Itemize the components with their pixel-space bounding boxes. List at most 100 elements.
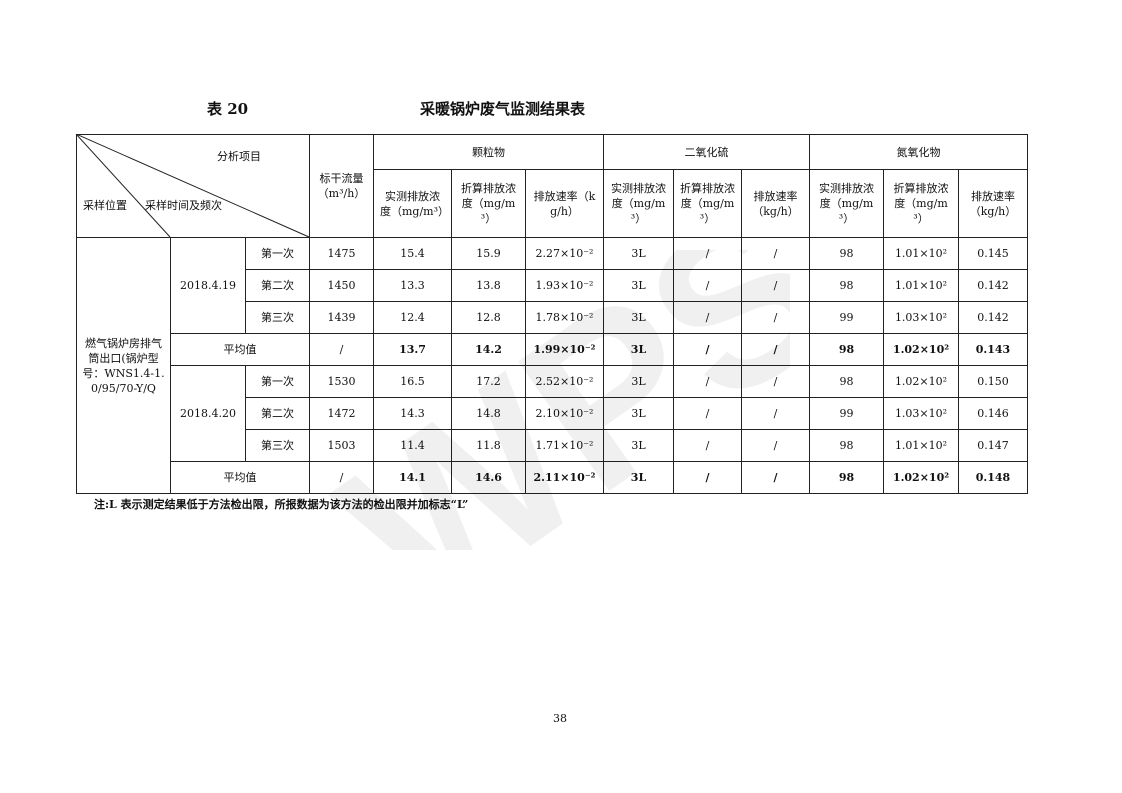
table-row: 2018.4.20 第一次 1530 16.5 17.2 2.52×10⁻² 3L //98 1… (77, 365, 1028, 462)
corner-sampling-time: 采样时间及频次 (145, 199, 222, 212)
pm-value-cell: 12.4 (373, 301, 452, 334)
run-cell: 第二次 (245, 269, 310, 302)
so2-value-cell: 3L (603, 429, 674, 462)
pm-average-cell: 1.99×10⁻² (525, 333, 604, 366)
nox-value-cell: 1.03×10² (883, 301, 959, 334)
pm-average-cell: 14.6 (451, 461, 526, 494)
so2-average-cell: 3L (603, 333, 674, 366)
corner-header-cell (76, 134, 310, 238)
pm-value-cell: 1.93×10⁻² (525, 269, 604, 302)
pm-value-cell: 15.9 (451, 237, 526, 270)
nox-value-cell: 99 (809, 397, 884, 430)
average-row: 平均值/14.1 14.6 2.11×10⁻² 3L //98 1.02×10² 0.148 (77, 461, 1028, 494)
flow-header: 标干流量 （m³/h） (309, 134, 374, 238)
so2-average-cell: / (673, 461, 742, 494)
nox-value-cell: 1.01×10² (883, 269, 959, 302)
nox-value-cell: 0.146 (958, 397, 1028, 430)
sampling-location-cell: 燃气锅炉房排气筒出口(锅炉型号：WNS1.4-1.0/95/70-Y/Q (76, 237, 171, 494)
table-note: 注:L 表示测定结果低于方法检出限，所报数据为该方法的检出限并加标志“L” (94, 498, 469, 511)
so2-average-cell: 3L (603, 461, 674, 494)
sampling-date-cell: 2018.4.20 (170, 365, 246, 462)
subcol-header: 折算排放浓度（mg/m³） (883, 169, 959, 238)
flow-cell: 1503 (309, 429, 374, 462)
so2-value-cell: 3L (603, 237, 674, 270)
table-row: 第三次 1439 12.4 12.8 1.78×10⁻² 3L //99 1.03×10² 0.… (77, 301, 1028, 334)
nox-value-cell: 1.01×10² (883, 237, 959, 270)
nox-average-cell: 1.02×10² (883, 333, 959, 366)
nox-average-cell: 1.02×10² (883, 461, 959, 494)
flow-header-unit: （m³/h） (317, 187, 366, 200)
run-cell: 第三次 (245, 301, 310, 334)
nox-average-cell: 0.148 (958, 461, 1028, 494)
nox-value-cell: 1.02×10² (883, 365, 959, 398)
average-label-cell: 平均值 (170, 333, 310, 366)
flow-cell: / (309, 333, 374, 366)
so2-value-cell: 3L (603, 365, 674, 398)
so2-average-cell: / (741, 333, 810, 366)
so2-value-cell: / (741, 237, 810, 270)
pm-average-cell: 13.7 (373, 333, 452, 366)
nox-average-cell: 0.143 (958, 333, 1028, 366)
pm-value-cell: 17.2 (451, 365, 526, 398)
subcol-header: 实测排放浓度（mg/m³） (373, 169, 452, 238)
nox-value-cell: 0.142 (958, 269, 1028, 302)
nox-value-cell: 0.142 (958, 301, 1028, 334)
pm-average-cell: 2.11×10⁻² (525, 461, 604, 494)
pm-value-cell: 14.8 (451, 397, 526, 430)
pm-value-cell: 15.4 (373, 237, 452, 270)
results-table: 标干流量 （m³/h） 颗粒物 二氧化硫 氮氧化物 实测排放浓度（mg/m³） 折算… (76, 134, 1028, 494)
so2-value-cell: / (741, 301, 810, 334)
pm-value-cell: 13.8 (451, 269, 526, 302)
pm-value-cell: 12.8 (451, 301, 526, 334)
average-row: 平均值/13.7 14.2 1.99×10⁻² 3L //98 1.02×10² 0.143 (77, 333, 1028, 366)
corner-sampling-location: 采样位置 (83, 199, 127, 212)
pm-average-cell: 14.2 (451, 333, 526, 366)
nox-value-cell: 99 (809, 301, 884, 334)
so2-value-cell: / (673, 365, 742, 398)
table-row: 燃气锅炉房排气筒出口(锅炉型号：WNS1.4-1.0/95/70-Y/Q 2018… (76, 237, 1028, 494)
so2-value-cell: / (741, 397, 810, 430)
nox-value-cell: 98 (809, 237, 884, 270)
so2-value-cell: / (673, 237, 742, 270)
subcol-header: 折算排放浓度（mg/m³） (673, 169, 742, 238)
table-row: 第二次 1472 14.3 14.8 2.10×10⁻² 3L //99 1.03×10² 0.… (77, 397, 1028, 430)
sampling-date-cell: 2018.4.19 (170, 237, 246, 334)
pm-average-cell: 14.1 (373, 461, 452, 494)
nox-value-cell: 1.01×10² (883, 429, 959, 462)
run-cell: 第三次 (245, 429, 310, 462)
pm-value-cell: 2.10×10⁻² (525, 397, 604, 430)
so2-value-cell: / (741, 365, 810, 398)
flow-cell: 1530 (309, 365, 374, 398)
so2-average-cell: / (741, 461, 810, 494)
pm-value-cell: 2.52×10⁻² (525, 365, 604, 398)
flow-cell: 1450 (309, 269, 374, 302)
table-title: 采暖锅炉废气监测结果表 (420, 100, 586, 118)
group-header-nox: 氮氧化物 (809, 134, 1028, 170)
run-cell: 第一次 (245, 365, 310, 398)
pm-value-cell: 11.4 (373, 429, 452, 462)
so2-value-cell: / (673, 269, 742, 302)
so2-value-cell: / (673, 301, 742, 334)
flow-cell: 1439 (309, 301, 374, 334)
so2-average-cell: / (673, 333, 742, 366)
nox-value-cell: 1.03×10² (883, 397, 959, 430)
so2-value-cell: 3L (603, 397, 674, 430)
subcol-header: 折算排放浓度（mg/m³） (451, 169, 526, 238)
nox-average-cell: 98 (809, 333, 884, 366)
pm-value-cell: 16.5 (373, 365, 452, 398)
run-cell: 第二次 (245, 397, 310, 430)
group-header-pm: 颗粒物 (373, 134, 604, 170)
pm-value-cell: 11.8 (451, 429, 526, 462)
corner-analysis-items: 分析项目 (217, 150, 261, 163)
so2-value-cell: 3L (603, 269, 674, 302)
so2-value-cell: / (673, 397, 742, 430)
nox-value-cell: 0.147 (958, 429, 1028, 462)
nox-value-cell: 98 (809, 365, 884, 398)
average-label-cell: 平均值 (170, 461, 310, 494)
nox-value-cell: 0.145 (958, 237, 1028, 270)
group-header-so2: 二氧化硫 (603, 134, 810, 170)
subcol-header: 实测排放浓度（mg/m³） (809, 169, 884, 238)
nox-value-cell: 98 (809, 269, 884, 302)
table-number: 表 20 (207, 100, 249, 118)
subcol-header: 排放速率（kg/h） (741, 169, 810, 238)
